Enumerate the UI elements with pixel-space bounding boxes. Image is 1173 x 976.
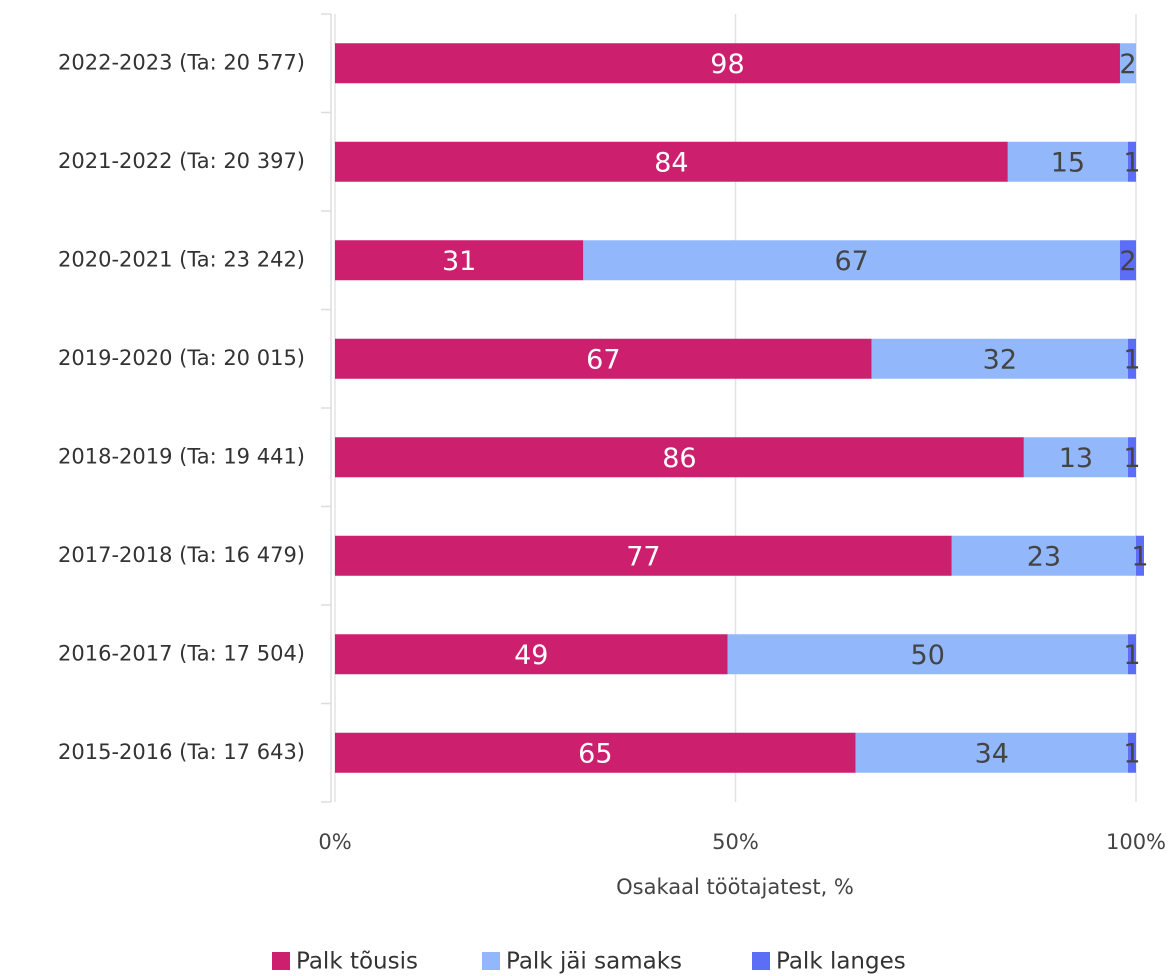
bar-segment bbox=[1127, 437, 1136, 478]
data-label: 67 bbox=[586, 344, 620, 375]
data-label: 31 bbox=[442, 246, 476, 277]
bar-segment bbox=[951, 535, 1136, 576]
data-label: 1 bbox=[1123, 738, 1140, 769]
data-label: 98 bbox=[710, 49, 744, 80]
bar-segment bbox=[335, 634, 728, 675]
bar-segment bbox=[335, 732, 856, 773]
bar-segment bbox=[335, 535, 952, 576]
data-label: 23 bbox=[1027, 541, 1061, 572]
bar-segment bbox=[1127, 338, 1136, 379]
bar-segment bbox=[1119, 240, 1136, 281]
x-tick-label: 0% bbox=[318, 830, 351, 854]
data-label: 50 bbox=[911, 640, 945, 671]
data-label: 77 bbox=[626, 541, 660, 572]
y-tick-label: 2019-2020 (Ta: 20 015) bbox=[58, 346, 305, 370]
data-label: 49 bbox=[514, 640, 548, 671]
bar-segment bbox=[335, 437, 1024, 478]
bar-segment bbox=[583, 240, 1120, 281]
y-tick-label: 2015-2016 (Ta: 17 643) bbox=[58, 740, 305, 764]
data-label: 15 bbox=[1051, 147, 1085, 178]
bar-segment bbox=[335, 240, 584, 281]
bar-segment bbox=[871, 338, 1128, 379]
data-label: 2 bbox=[1119, 246, 1136, 277]
y-tick-label: 2021-2022 (Ta: 20 397) bbox=[58, 149, 305, 173]
y-tick-label: 2017-2018 (Ta: 16 479) bbox=[58, 543, 305, 567]
bar-segment bbox=[335, 338, 872, 379]
data-label: 13 bbox=[1059, 443, 1093, 474]
data-label: 32 bbox=[983, 344, 1017, 375]
bar-segment bbox=[1023, 437, 1128, 478]
data-label: 1 bbox=[1123, 640, 1140, 671]
data-label: 1 bbox=[1123, 147, 1140, 178]
bar-segment bbox=[1127, 634, 1136, 675]
bar-segment bbox=[335, 43, 1120, 84]
x-tick-label: 100% bbox=[1106, 830, 1166, 854]
y-tick-label: 2022-2023 (Ta: 20 577) bbox=[58, 50, 305, 74]
bar-segment bbox=[1127, 732, 1136, 773]
data-label: 67 bbox=[834, 246, 868, 277]
bar-segment bbox=[335, 141, 1008, 182]
bar-segment bbox=[1007, 141, 1128, 182]
bar-segment bbox=[1136, 535, 1145, 576]
legend-swatch bbox=[482, 952, 500, 970]
x-tick-label: 50% bbox=[712, 830, 759, 854]
data-label: 86 bbox=[662, 443, 696, 474]
x-axis-label: Osakaal töötajatest, % bbox=[616, 875, 854, 899]
data-label: 1 bbox=[1123, 443, 1140, 474]
data-label: 84 bbox=[654, 147, 688, 178]
y-tick-label: 2018-2019 (Ta: 19 441) bbox=[58, 444, 305, 468]
bar-segment bbox=[855, 732, 1128, 773]
legend-label: Palk tõusis bbox=[296, 949, 418, 975]
data-label: 1 bbox=[1131, 541, 1148, 572]
legend-label: Palk jäi samaks bbox=[506, 949, 682, 975]
legend-swatch bbox=[272, 952, 290, 970]
y-tick-label: 2016-2017 (Ta: 17 504) bbox=[58, 641, 305, 665]
data-label: 34 bbox=[975, 738, 1009, 769]
legend-swatch bbox=[752, 952, 770, 970]
bar-segment bbox=[727, 634, 1128, 675]
bar-segment bbox=[1127, 141, 1136, 182]
y-tick-label: 2020-2021 (Ta: 23 242) bbox=[58, 247, 305, 271]
data-label: 2 bbox=[1119, 49, 1136, 80]
data-label: 65 bbox=[578, 738, 612, 769]
data-label: 1 bbox=[1123, 344, 1140, 375]
bar-segment bbox=[1119, 43, 1136, 84]
legend-label: Palk langes bbox=[776, 949, 906, 975]
